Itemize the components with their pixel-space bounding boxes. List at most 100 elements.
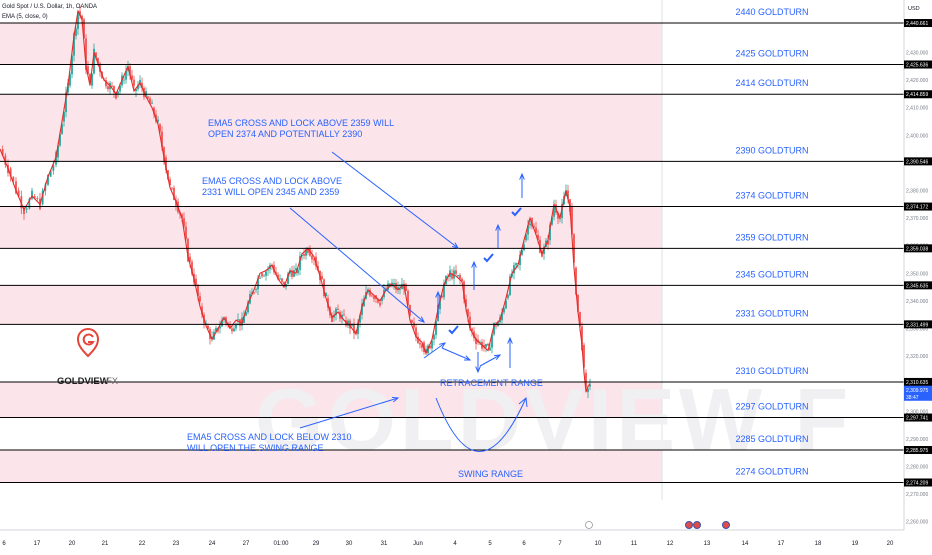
arrow-annotation-2331 xyxy=(289,207,425,323)
candle-body xyxy=(313,259,315,261)
level-label: 2331 GOLDTURN xyxy=(735,308,808,318)
candle-body xyxy=(215,327,217,332)
candle-body xyxy=(513,265,515,274)
checkmark-icon xyxy=(511,207,522,217)
candle-body xyxy=(567,190,569,200)
candle-body xyxy=(149,98,151,104)
arrow-head xyxy=(463,355,472,361)
candle-body xyxy=(151,102,153,104)
retracement-range-label[interactable]: RETRACEMENT RANGE xyxy=(440,378,543,388)
price-badge xyxy=(904,90,932,99)
candle-body xyxy=(483,345,485,348)
candle-body xyxy=(379,302,381,306)
time-tick-label: 29 xyxy=(313,541,320,547)
price-tick-label: 2,320.000 xyxy=(906,354,928,360)
time-tick-label: 6 xyxy=(2,541,6,547)
candle-body xyxy=(325,292,327,297)
candle-body xyxy=(197,284,199,297)
time-tick-label: 20 xyxy=(69,541,76,547)
candle-body xyxy=(293,270,295,277)
arrow-head xyxy=(519,172,525,180)
candle-body xyxy=(557,212,559,219)
ema-line xyxy=(0,9,591,393)
arrow-diagonal xyxy=(479,354,501,367)
candle-body xyxy=(553,205,555,217)
candle-body xyxy=(263,275,265,277)
time-tick-label: 30 xyxy=(346,541,353,547)
candle-body xyxy=(533,226,535,228)
candle-body xyxy=(135,88,137,92)
candle-body xyxy=(457,275,459,277)
price-badge-label: 2,274.209 xyxy=(906,480,928,486)
price-tick-label: 2,300.000 xyxy=(906,409,928,415)
candle-body xyxy=(431,340,433,349)
price-badge xyxy=(904,202,932,211)
candle-body xyxy=(353,323,355,334)
candle-body xyxy=(489,347,491,351)
candle-body xyxy=(127,66,129,71)
candle-body xyxy=(117,91,119,94)
price-axis[interactable]: USD 2,260.000 2,270.000 2,280.000 2,290.000 2… xyxy=(903,0,932,550)
pink-zone xyxy=(0,94,662,162)
candle-body xyxy=(59,133,61,146)
candle-body xyxy=(255,289,257,291)
candle-body xyxy=(265,271,267,276)
time-tick-label: 7 xyxy=(558,541,562,547)
candle-body xyxy=(83,19,85,39)
candle-body xyxy=(397,287,399,290)
indicator-legend[interactable]: EMA (5, close, 0) xyxy=(2,14,48,20)
symbol-title[interactable]: Gold Spot / U.S. Dollar, 1h, OANDA xyxy=(2,4,98,10)
currency-label: USD xyxy=(908,6,920,12)
time-tick-label: 17 xyxy=(778,541,785,547)
levels-layer: 2440 GOLDTURN 2425 GOLDTURN 2414 GOLDTURN 2… xyxy=(0,7,904,483)
candle-body xyxy=(195,278,197,285)
time-tick-label: 6 xyxy=(522,541,526,547)
pink-zone xyxy=(0,381,662,418)
candle-body xyxy=(133,79,135,86)
candle-body xyxy=(235,324,237,329)
time-tick-label: 10 xyxy=(595,541,602,547)
candle-body xyxy=(223,317,225,320)
candle-body xyxy=(575,267,577,295)
price-tick-label: 2,430.000 xyxy=(906,50,928,56)
price-badge xyxy=(904,157,932,166)
candle-body xyxy=(405,284,407,291)
flag-icon[interactable] xyxy=(722,521,730,529)
annotation-text-2310[interactable]: EMA5 CROSS AND LOCK BELOW 2310 WILL OPEN … xyxy=(187,432,352,453)
candle-body xyxy=(173,187,175,200)
candle-body xyxy=(107,86,109,90)
flag-icon[interactable] xyxy=(685,521,693,529)
flag-icon[interactable] xyxy=(693,521,701,529)
time-axis[interactable]: 6 17 20 21 22 23 24 27 01:00 29 30 31 Jun 4 5 6 7 10 11 12 1… xyxy=(0,529,904,550)
level-label: 2345 GOLDTURN xyxy=(735,269,808,279)
candle-body xyxy=(381,297,383,301)
arrow-head xyxy=(435,290,441,298)
logo-text-fx: FX xyxy=(106,376,119,387)
candle-body xyxy=(187,238,189,262)
candle-body xyxy=(63,112,65,122)
annotation-text-2331[interactable]: EMA5 CROSS AND LOCK ABOVE 2331 WILL OPEN … xyxy=(202,176,342,197)
annotation-text-2359[interactable]: EMA5 CROSS AND LOCK ABOVE 2359 WILL OPEN … xyxy=(208,118,394,139)
candle-body xyxy=(61,124,63,134)
arrow-head xyxy=(493,354,502,361)
checkmark-icon xyxy=(448,325,459,335)
candle-body xyxy=(89,74,91,82)
candle-body xyxy=(191,261,193,274)
swing-range-label[interactable]: SWING RANGE xyxy=(458,469,523,479)
annotations-layer[interactable]: EMA5 CROSS AND LOCK ABOVE 2359 WILL OPEN … xyxy=(187,118,543,479)
candle-body xyxy=(369,289,371,296)
candle-body xyxy=(161,131,163,148)
candle-body xyxy=(113,85,115,93)
candle-body xyxy=(129,66,131,76)
candle-body xyxy=(311,255,313,260)
candle-body xyxy=(57,145,59,158)
price-badge-label: 2,345.635 xyxy=(906,283,928,289)
candle-body xyxy=(491,334,493,348)
candle-body xyxy=(28,198,31,209)
arrow-annotation-2359 xyxy=(331,151,459,249)
event-icon[interactable] xyxy=(585,521,593,529)
candle-body xyxy=(119,85,121,92)
candle-body xyxy=(471,328,473,332)
candle-body xyxy=(4,155,7,165)
